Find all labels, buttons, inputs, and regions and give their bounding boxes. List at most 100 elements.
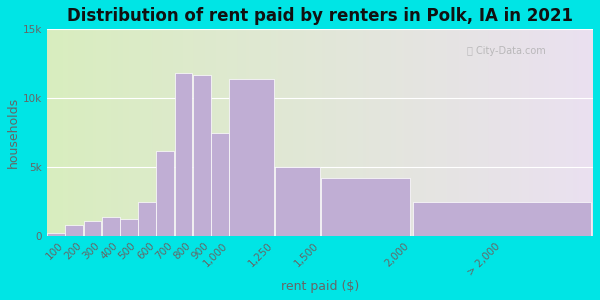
- Bar: [555, 29, 557, 236]
- Bar: [110, 29, 112, 236]
- Bar: [321, 178, 410, 236]
- Bar: [173, 29, 175, 236]
- Bar: [61, 29, 64, 236]
- Bar: [404, 29, 407, 236]
- Bar: [489, 29, 492, 236]
- Bar: [203, 29, 205, 236]
- Bar: [364, 29, 367, 236]
- Bar: [85, 29, 88, 236]
- Bar: [527, 29, 530, 236]
- Bar: [80, 29, 82, 236]
- Bar: [64, 29, 66, 236]
- Bar: [410, 29, 413, 236]
- Bar: [159, 29, 161, 236]
- Bar: [427, 29, 429, 236]
- Bar: [161, 29, 164, 236]
- Bar: [211, 29, 214, 236]
- Bar: [170, 29, 173, 236]
- Bar: [388, 29, 391, 236]
- Bar: [244, 29, 246, 236]
- Bar: [124, 29, 126, 236]
- Bar: [429, 29, 432, 236]
- Bar: [154, 29, 156, 236]
- Bar: [538, 29, 541, 236]
- Bar: [178, 29, 181, 236]
- Bar: [337, 29, 339, 236]
- Bar: [367, 29, 369, 236]
- Bar: [478, 29, 481, 236]
- Bar: [65, 225, 83, 236]
- Bar: [557, 29, 560, 236]
- Bar: [145, 29, 148, 236]
- Bar: [563, 29, 566, 236]
- Bar: [467, 29, 470, 236]
- Bar: [194, 29, 197, 236]
- Bar: [314, 29, 317, 236]
- Bar: [200, 29, 203, 236]
- Bar: [560, 29, 563, 236]
- Bar: [74, 29, 77, 236]
- Bar: [189, 29, 191, 236]
- Bar: [156, 29, 159, 236]
- Bar: [77, 29, 80, 236]
- Bar: [552, 29, 555, 236]
- Bar: [407, 29, 410, 236]
- Text: ⓘ City-Data.com: ⓘ City-Data.com: [467, 46, 546, 56]
- Bar: [434, 29, 437, 236]
- Bar: [440, 29, 443, 236]
- Bar: [533, 29, 536, 236]
- Bar: [356, 29, 358, 236]
- Bar: [334, 29, 337, 236]
- Bar: [386, 29, 388, 236]
- Bar: [55, 29, 58, 236]
- Bar: [181, 29, 184, 236]
- Bar: [137, 29, 140, 236]
- Bar: [214, 29, 216, 236]
- Bar: [413, 29, 416, 236]
- Bar: [254, 29, 257, 236]
- Bar: [301, 29, 304, 236]
- Bar: [138, 202, 156, 236]
- Bar: [219, 29, 222, 236]
- Bar: [517, 29, 520, 236]
- Bar: [205, 29, 208, 236]
- Bar: [448, 29, 451, 236]
- Bar: [233, 29, 235, 236]
- Bar: [71, 29, 74, 236]
- Bar: [495, 29, 497, 236]
- Bar: [353, 29, 356, 236]
- Bar: [347, 29, 350, 236]
- Bar: [369, 29, 372, 236]
- Bar: [525, 29, 527, 236]
- Bar: [91, 29, 94, 236]
- Bar: [211, 133, 229, 236]
- Bar: [104, 29, 107, 236]
- Bar: [446, 29, 448, 236]
- Bar: [443, 29, 446, 236]
- Bar: [325, 29, 328, 236]
- Bar: [421, 29, 424, 236]
- Bar: [246, 29, 249, 236]
- Bar: [143, 29, 145, 236]
- Bar: [151, 29, 154, 236]
- Bar: [282, 29, 284, 236]
- Bar: [437, 29, 440, 236]
- Bar: [107, 29, 110, 236]
- Bar: [320, 29, 323, 236]
- Bar: [571, 29, 574, 236]
- Bar: [99, 29, 101, 236]
- Bar: [66, 29, 69, 236]
- Bar: [120, 220, 138, 236]
- Bar: [235, 29, 238, 236]
- Bar: [484, 29, 487, 236]
- Bar: [377, 29, 380, 236]
- Bar: [101, 29, 104, 236]
- Bar: [102, 217, 119, 236]
- Bar: [208, 29, 211, 236]
- Bar: [470, 29, 473, 236]
- Bar: [224, 29, 227, 236]
- Bar: [500, 29, 503, 236]
- Bar: [309, 29, 312, 236]
- Bar: [520, 29, 522, 236]
- Bar: [157, 151, 174, 236]
